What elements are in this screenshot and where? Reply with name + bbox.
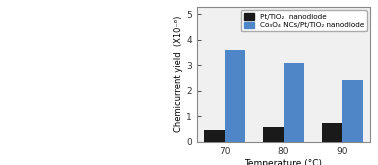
Bar <box>284 63 304 142</box>
Bar <box>342 80 363 142</box>
Bar <box>225 50 245 142</box>
Bar <box>204 130 225 142</box>
Bar <box>263 127 284 142</box>
Legend: Pt/TiO₂  nanodiode, Co₃O₄ NCs/Pt/TiO₂ nanodiode: Pt/TiO₂ nanodiode, Co₃O₄ NCs/Pt/TiO₂ nan… <box>241 10 367 31</box>
Y-axis label: Chemicurrent yield  (X10⁻⁶): Chemicurrent yield (X10⁻⁶) <box>174 16 183 132</box>
X-axis label: Temperature (°C): Temperature (°C) <box>245 159 322 165</box>
Bar <box>322 123 342 142</box>
